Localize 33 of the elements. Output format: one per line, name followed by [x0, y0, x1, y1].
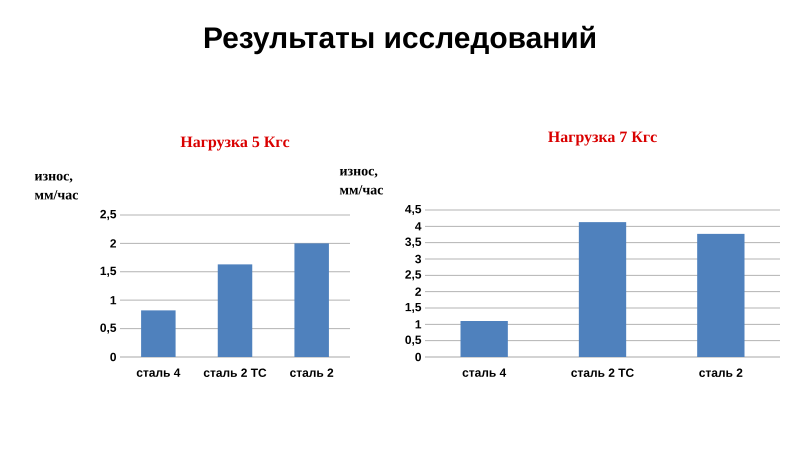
bar	[218, 264, 252, 357]
x-tick-label: сталь 2 ТС	[571, 368, 634, 377]
y-axis-title: износ, мм/час	[340, 168, 384, 194]
bar	[460, 321, 508, 357]
y-tick-label: 2	[110, 239, 116, 248]
bar	[697, 234, 745, 357]
y-tick-label: 1,5	[406, 302, 422, 314]
y-tick-label: 1,5	[100, 266, 116, 277]
x-tick-label: сталь 2 ТС	[204, 368, 266, 377]
y-tick-label: 2,5	[100, 210, 116, 220]
chart-title: Результаты исследований	[204, 26, 595, 54]
chart-subtitle: Нагрузка 7 Кгс	[548, 132, 657, 146]
y-tick-label: 2,5	[405, 270, 422, 280]
y-tick-label: 2	[415, 287, 422, 296]
y-tick-label: 0	[110, 352, 116, 362]
y-tick-label: 3	[415, 254, 422, 264]
y-tick-label: 0,5	[100, 323, 116, 334]
x-tick-label: сталь 2	[699, 368, 742, 377]
x-tick-label: сталь 4	[136, 368, 180, 377]
chart-subtitle: Нагрузка 5 Кгс	[180, 136, 290, 150]
y-axis-title: износ, мм/час	[34, 174, 78, 200]
y-tick-label: 0	[415, 352, 421, 362]
bar	[141, 310, 176, 357]
y-tick-label: 0,5	[405, 336, 422, 346]
x-tick-label: сталь 2	[290, 368, 334, 377]
y-tick-label: 3,5	[405, 238, 422, 248]
y-tick-label: 4	[415, 222, 422, 230]
y-tick-label: 1	[416, 320, 422, 328]
bar	[578, 222, 626, 357]
y-tick-label: 4,5	[405, 204, 422, 216]
bar	[294, 243, 329, 357]
y-tick-label: 1	[110, 296, 116, 304]
x-tick-label: сталь 4	[462, 368, 506, 377]
